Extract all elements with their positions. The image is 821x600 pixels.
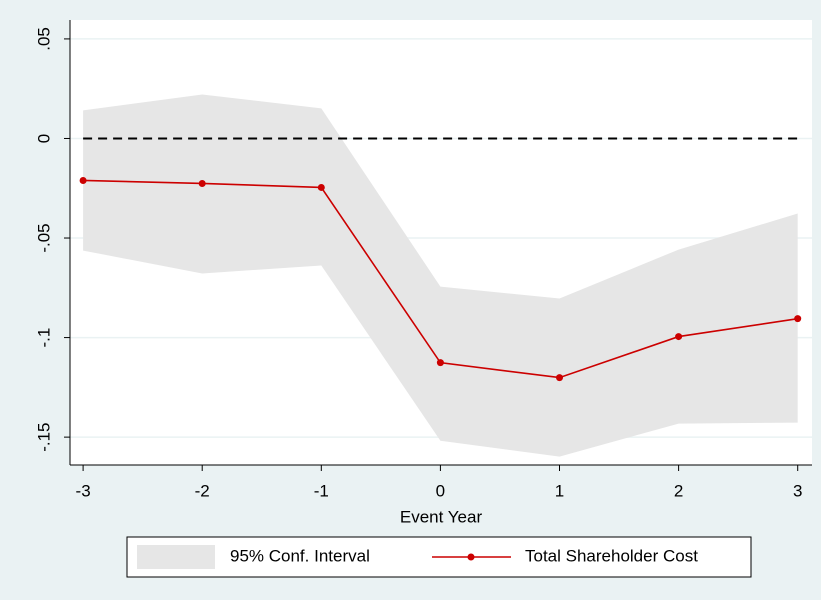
x-tick-label: -2 xyxy=(195,481,210,500)
data-point xyxy=(556,374,564,382)
legend-swatch xyxy=(137,545,215,569)
legend-swatch xyxy=(467,553,475,561)
y-tick-label: .05 xyxy=(34,27,53,51)
x-tick-label: 2 xyxy=(674,481,683,500)
data-point xyxy=(79,176,87,184)
x-tick-label: 0 xyxy=(436,481,445,500)
data-point xyxy=(436,359,444,367)
data-point xyxy=(198,179,206,187)
y-tick-label: -.1 xyxy=(34,328,53,348)
x-tick-label: -3 xyxy=(76,481,91,500)
data-point xyxy=(675,333,683,341)
x-axis-title: Event Year xyxy=(400,507,483,526)
x-tick-label: 3 xyxy=(793,481,802,500)
y-tick-label: -.05 xyxy=(34,223,53,252)
legend xyxy=(126,536,752,578)
data-point xyxy=(794,315,802,323)
legend-label: Total Shareholder Cost xyxy=(525,546,698,565)
y-tick-label: 0 xyxy=(34,134,53,143)
y-tick-label: -.15 xyxy=(34,422,53,451)
legend-label: 95% Conf. Interval xyxy=(230,546,370,565)
x-tick-label: 1 xyxy=(555,481,564,500)
data-point xyxy=(317,183,325,191)
x-tick-label: -1 xyxy=(314,481,329,500)
